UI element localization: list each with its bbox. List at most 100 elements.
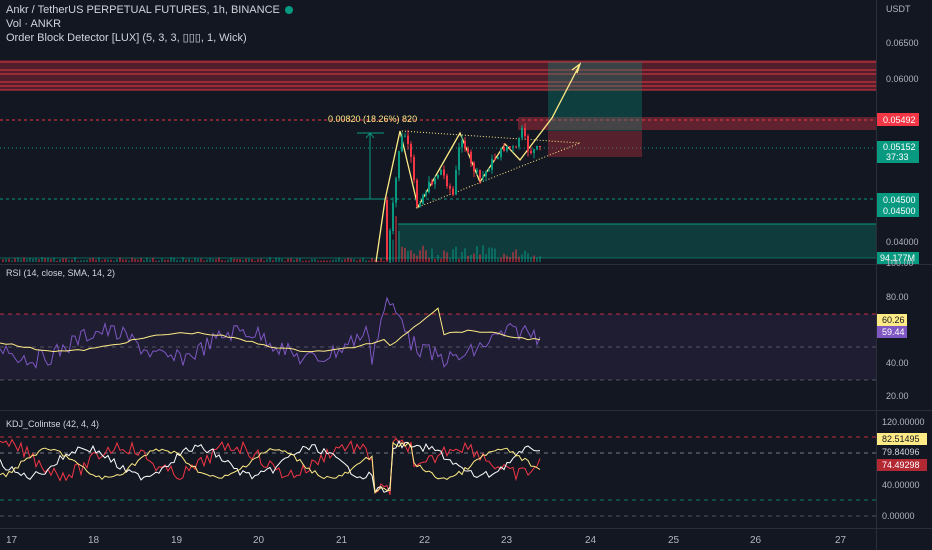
candle-body [452,188,454,195]
volume-bar [431,248,433,262]
volume-bar [458,258,460,262]
kdj-tick: 120.00000 [882,417,925,427]
volume-bar [512,252,514,262]
volume-bar [104,259,106,262]
volume-bar [401,246,403,262]
volume-bar [44,258,46,262]
volume-bar [134,258,136,262]
volume-legend[interactable]: Vol · ANKR [6,18,62,30]
candle-body [488,169,490,172]
rsi-line [0,296,541,370]
currency-label: USDT [886,4,911,14]
volume-bar [335,259,337,262]
stop-zone[interactable] [548,131,642,157]
price-axis[interactable]: USDT 0.06500 0.06000 0.04000 [886,4,919,247]
volume-bar [215,259,217,262]
time-tick: 17 [6,535,18,546]
volume-bar [146,257,148,262]
price-tick: 0.06500 [886,38,919,48]
volume-bar [245,258,247,262]
rsi-tick: 40.00 [886,358,909,368]
time-axis[interactable]: 17 18 19 20 21 22 23 24 25 26 27 [6,535,847,546]
volume-bar [284,260,286,262]
volume-bar [182,257,184,262]
volume-bar [461,251,463,262]
volume-bar [464,248,466,262]
rsi-tick: 20.00 [886,391,909,401]
candle-body [407,135,409,144]
candle-body [461,140,463,148]
volume-bar [356,260,358,262]
volume-bar [533,255,535,262]
candle-body [443,169,445,176]
candle-body [482,176,484,179]
kdj-axis[interactable]: 120.00000 40.00000 0.00000 82.51495 79.8… [877,417,927,521]
volume-bar [311,259,313,262]
candle-body [515,146,517,148]
volume-bar [473,253,475,262]
volume-bar [371,257,373,262]
volume-bar [227,259,229,262]
volume-bar [65,258,67,262]
candle-body [479,170,481,179]
volume-bar [449,258,451,262]
volume-bar [350,258,352,262]
volume-bar [488,247,490,262]
candle-body [440,169,442,175]
volume-bar [428,257,430,262]
red-level-label: 0.05492 [883,115,916,125]
volume-bar [74,257,76,262]
volume-bar [233,258,235,262]
volume-bar [332,259,334,262]
volume-bar [509,256,511,262]
kdj-title[interactable]: KDJ_Colintse (42, 4, 4) [6,419,99,429]
kdj-d-value: 74.49298 [882,460,920,470]
candle-body [389,230,391,260]
volume-bar [110,259,112,262]
volume-bar [278,257,280,262]
candle-body [506,146,508,151]
volume-bar [491,247,493,262]
volume-bar [272,260,274,262]
rsi-axis[interactable]: 100.00 80.00 40.00 20.00 60.26 59.44 [877,258,914,401]
symbol-title[interactable]: Ankr / TetherUS PERPETUAL FUTURES, 1h, B… [6,4,280,16]
volume-bar [392,239,394,262]
target-zone[interactable] [548,62,642,131]
volume-bar [68,260,70,262]
volume-bar [257,259,259,262]
volume-bar [98,257,100,262]
volume-bar [119,257,121,262]
volume-bar [275,257,277,262]
volume-bar [230,257,232,262]
volume-label: 94.177M [880,253,915,263]
volume-bar [113,260,115,262]
volume-bar [236,259,238,262]
countdown-label: 37:33 [886,152,909,162]
time-tick: 19 [171,535,183,546]
volume-bar [443,250,445,262]
volume-bar [440,258,442,262]
indicator-legend[interactable]: Order Block Detector [LUX] (5, 3, 3, ▯▯▯… [6,32,247,44]
volume-bar [479,254,481,262]
volume-bar [419,250,421,262]
volume-bar [413,253,415,262]
volume-bar [140,258,142,262]
position-tool[interactable] [548,62,642,157]
volume-bar [53,257,55,262]
volume-bar [539,256,541,262]
volume-bar [17,257,19,262]
rsi-title[interactable]: RSI (14, close, SMA, 14, 2) [6,268,115,278]
candle-body [386,200,388,260]
volume-bar [62,258,64,262]
volume-bar [467,255,469,262]
candle-body [431,181,433,185]
volume-bar [515,249,517,262]
volume-bar [500,257,502,262]
volume-bar [404,247,406,262]
chart-title[interactable]: Ankr / TetherUS PERPETUAL FUTURES, 1h, B… [6,4,293,16]
volume-bar [38,259,40,262]
green-level-label: 0.04500 [883,206,916,216]
volume-bar [302,260,304,262]
candle-body [458,147,460,171]
